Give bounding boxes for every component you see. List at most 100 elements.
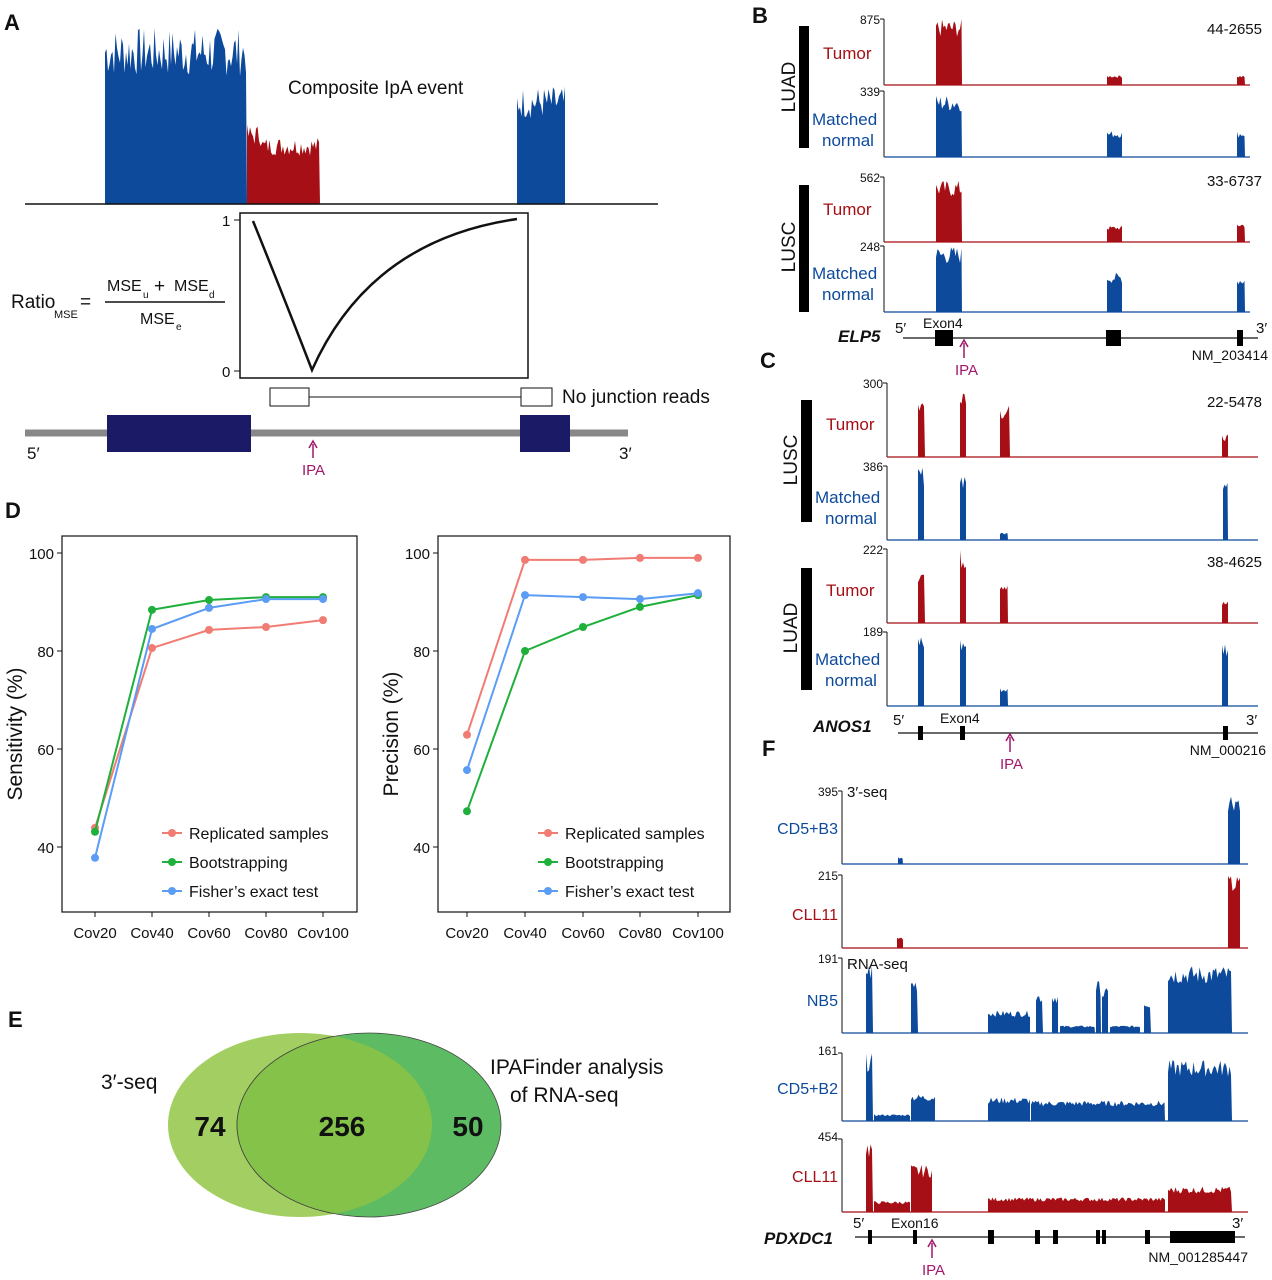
track-label: NB5 — [807, 993, 838, 1010]
track-label: CLL11 — [792, 907, 838, 924]
formula-mse-u: MSE — [107, 278, 142, 295]
coverage-peak — [1222, 644, 1228, 706]
assay-label: RNA-seq — [847, 956, 908, 973]
sample-id: 38-4625 — [1207, 554, 1262, 571]
y-tick-label: 60 — [413, 742, 430, 759]
series-line — [466, 556, 698, 736]
panel-e: 74 256 50 3′-seq IPAFinder analysis of R… — [101, 1032, 664, 1218]
exon — [1035, 1230, 1040, 1244]
exon-downstream — [520, 415, 570, 452]
five-prime-label: 5′ — [27, 444, 40, 463]
y-tick-label: 100 — [405, 546, 430, 563]
track-max: 222 — [863, 543, 883, 557]
track-max: 248 — [860, 240, 880, 254]
coverage-track — [838, 874, 1248, 949]
data-point — [319, 595, 327, 604]
data-point — [694, 553, 702, 562]
coverage-peak — [1107, 131, 1122, 157]
ipa-arrow-icon — [927, 1238, 937, 1258]
exons — [868, 1230, 1235, 1244]
venn-right-label: IPAFinder analysis — [490, 1056, 664, 1079]
coverage-track — [838, 1052, 1248, 1122]
junction-label: No junction reads — [562, 387, 710, 408]
y-tick-label: 100 — [29, 546, 54, 563]
track-max: 339 — [860, 85, 880, 99]
legend-marker — [544, 858, 552, 866]
x-tick-label: Cov100 — [672, 925, 724, 942]
panel-label-d: D — [5, 498, 21, 523]
coverage-track — [838, 1138, 1248, 1213]
track-label-normal: normal — [825, 671, 877, 690]
transcript-id: NM_000216 — [1190, 742, 1266, 758]
coverage-peak — [1237, 131, 1245, 157]
coverage-peak — [936, 95, 962, 157]
coverage-peak — [105, 28, 247, 204]
coverage-peak — [874, 1201, 910, 1212]
exon — [960, 726, 965, 740]
legend-marker — [544, 829, 552, 837]
coverage-peak — [1000, 688, 1008, 706]
coverage-peak — [1222, 601, 1228, 623]
event-title: Composite IpA event — [288, 78, 464, 99]
plot-frame — [437, 535, 731, 913]
five-prime-label: 5′ — [893, 712, 904, 729]
track-max: 189 — [863, 625, 883, 639]
sample-id: 33-6737 — [1207, 173, 1262, 190]
coverage-peak — [918, 574, 925, 623]
coverage-track — [880, 245, 1250, 313]
track-label-normal: normal — [822, 131, 874, 150]
data-point — [262, 595, 270, 604]
track-max: 454 — [818, 1130, 838, 1144]
y-tick-label: 40 — [413, 840, 430, 857]
data-point — [463, 766, 471, 775]
coverage-peak — [1031, 1100, 1165, 1121]
gene-name: ANOS1 — [812, 717, 872, 736]
panel-d: 40 60 80 100 Cov20 Cov40 Cov60 Cov80 Cov100 Sensi… — [4, 535, 731, 942]
ratio-curve — [251, 217, 518, 374]
track-label-tumor: Tumor — [823, 200, 872, 219]
coverage-tracks — [883, 382, 1258, 707]
coverage-peak — [1222, 434, 1228, 457]
exon — [1096, 1230, 1100, 1244]
track-max: 300 — [863, 377, 883, 391]
panel-label-a: A — [4, 10, 20, 35]
legend-label: Replicated samples — [189, 826, 329, 843]
coverage-peak — [988, 1097, 1030, 1121]
track-label-tumor: Tumor — [826, 415, 875, 434]
track-label-tumor: Tumor — [823, 44, 872, 63]
coverage-peak — [1107, 75, 1122, 85]
data-point — [521, 591, 529, 600]
coverage-peak — [918, 637, 924, 706]
coverage-peak — [1096, 981, 1101, 1033]
data-point — [636, 595, 644, 604]
ratio-curve-box — [239, 212, 529, 379]
coverage-tracks — [880, 18, 1250, 313]
coverage-track — [883, 631, 1258, 707]
coverage-peak — [1228, 875, 1240, 948]
exon — [918, 726, 923, 740]
track-label-normal: Matched — [815, 488, 880, 507]
gene-name: ELP5 — [838, 327, 881, 346]
venn-right-label: of RNA-seq — [510, 1084, 619, 1107]
legend-marker — [544, 887, 552, 895]
coverage-peak — [911, 982, 918, 1033]
coverage-peak — [897, 937, 903, 948]
coverage-peak — [1237, 280, 1245, 312]
junction-box-left — [269, 387, 310, 407]
exon — [935, 330, 953, 346]
coverage-peak — [1228, 796, 1240, 864]
data-point — [262, 622, 270, 631]
three-prime-label: 3′ — [619, 444, 632, 463]
group-label-luad: LUAD — [779, 62, 800, 113]
legend-label: Replicated samples — [565, 826, 705, 843]
assay-label: 3′-seq — [847, 784, 887, 801]
three-prime-label: 3′ — [1232, 1215, 1243, 1232]
coverage-peak — [874, 1114, 910, 1121]
ipa-arrow-icon — [959, 338, 969, 358]
coverage-peak — [1036, 996, 1043, 1033]
coverage-peak — [517, 86, 565, 204]
coverage-tracks — [838, 790, 1248, 1213]
ipa-label: IPA — [1000, 756, 1023, 773]
data-point — [319, 616, 327, 625]
